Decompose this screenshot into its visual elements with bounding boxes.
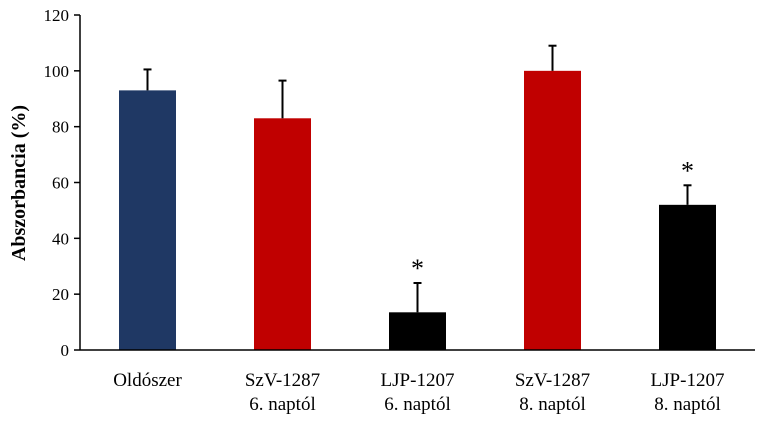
y-tick-label: 80	[52, 118, 69, 137]
bar	[119, 90, 176, 350]
significance-marker: *	[411, 254, 424, 283]
category-label: LJP-1207 6. naptól	[381, 370, 455, 415]
y-tick-label: 60	[52, 174, 69, 193]
category-label: SzV-1287 6. naptól	[245, 370, 320, 415]
bars	[119, 70, 716, 351]
bar	[524, 70, 581, 350]
category-label-line: 6. naptól	[384, 394, 451, 415]
category-labels: Oldószer SzV-1287 6. naptól LJP-1207 6. napt…	[113, 370, 724, 415]
category-label-line: LJP-1207	[381, 370, 455, 391]
y-tick-label: 100	[44, 62, 70, 81]
y-tick-label: 120	[44, 6, 70, 25]
category-label: LJP-1207 8. naptól	[651, 370, 725, 415]
category-label: SzV-1287 8. naptól	[515, 370, 590, 415]
bar	[389, 312, 446, 350]
y-axis-title-group: Abszorbancia (%)	[8, 105, 30, 261]
category-label-line: LJP-1207	[651, 370, 725, 391]
error-bars	[143, 44, 692, 313]
category-label-line: SzV-1287	[245, 370, 320, 391]
bar	[659, 204, 716, 350]
category-label-line: Oldószer	[113, 370, 182, 391]
bar	[254, 118, 311, 351]
category-label-line: SzV-1287	[515, 370, 590, 391]
y-tick-label: 40	[52, 229, 69, 248]
y-ticks: 0 20 40 60 80 100 120	[44, 6, 80, 360]
y-tick-label: 0	[61, 341, 70, 360]
category-label-line: 8. naptól	[519, 394, 586, 415]
y-axis-title: Abszorbancia (%)	[8, 105, 30, 261]
category-label: Oldószer	[113, 370, 182, 391]
category-label-line: 6. naptól	[249, 394, 316, 415]
y-tick-label: 20	[52, 285, 69, 304]
significance-marker: *	[681, 156, 694, 185]
category-label-line: 8. naptól	[654, 394, 721, 415]
significance-markers: **	[411, 156, 694, 283]
